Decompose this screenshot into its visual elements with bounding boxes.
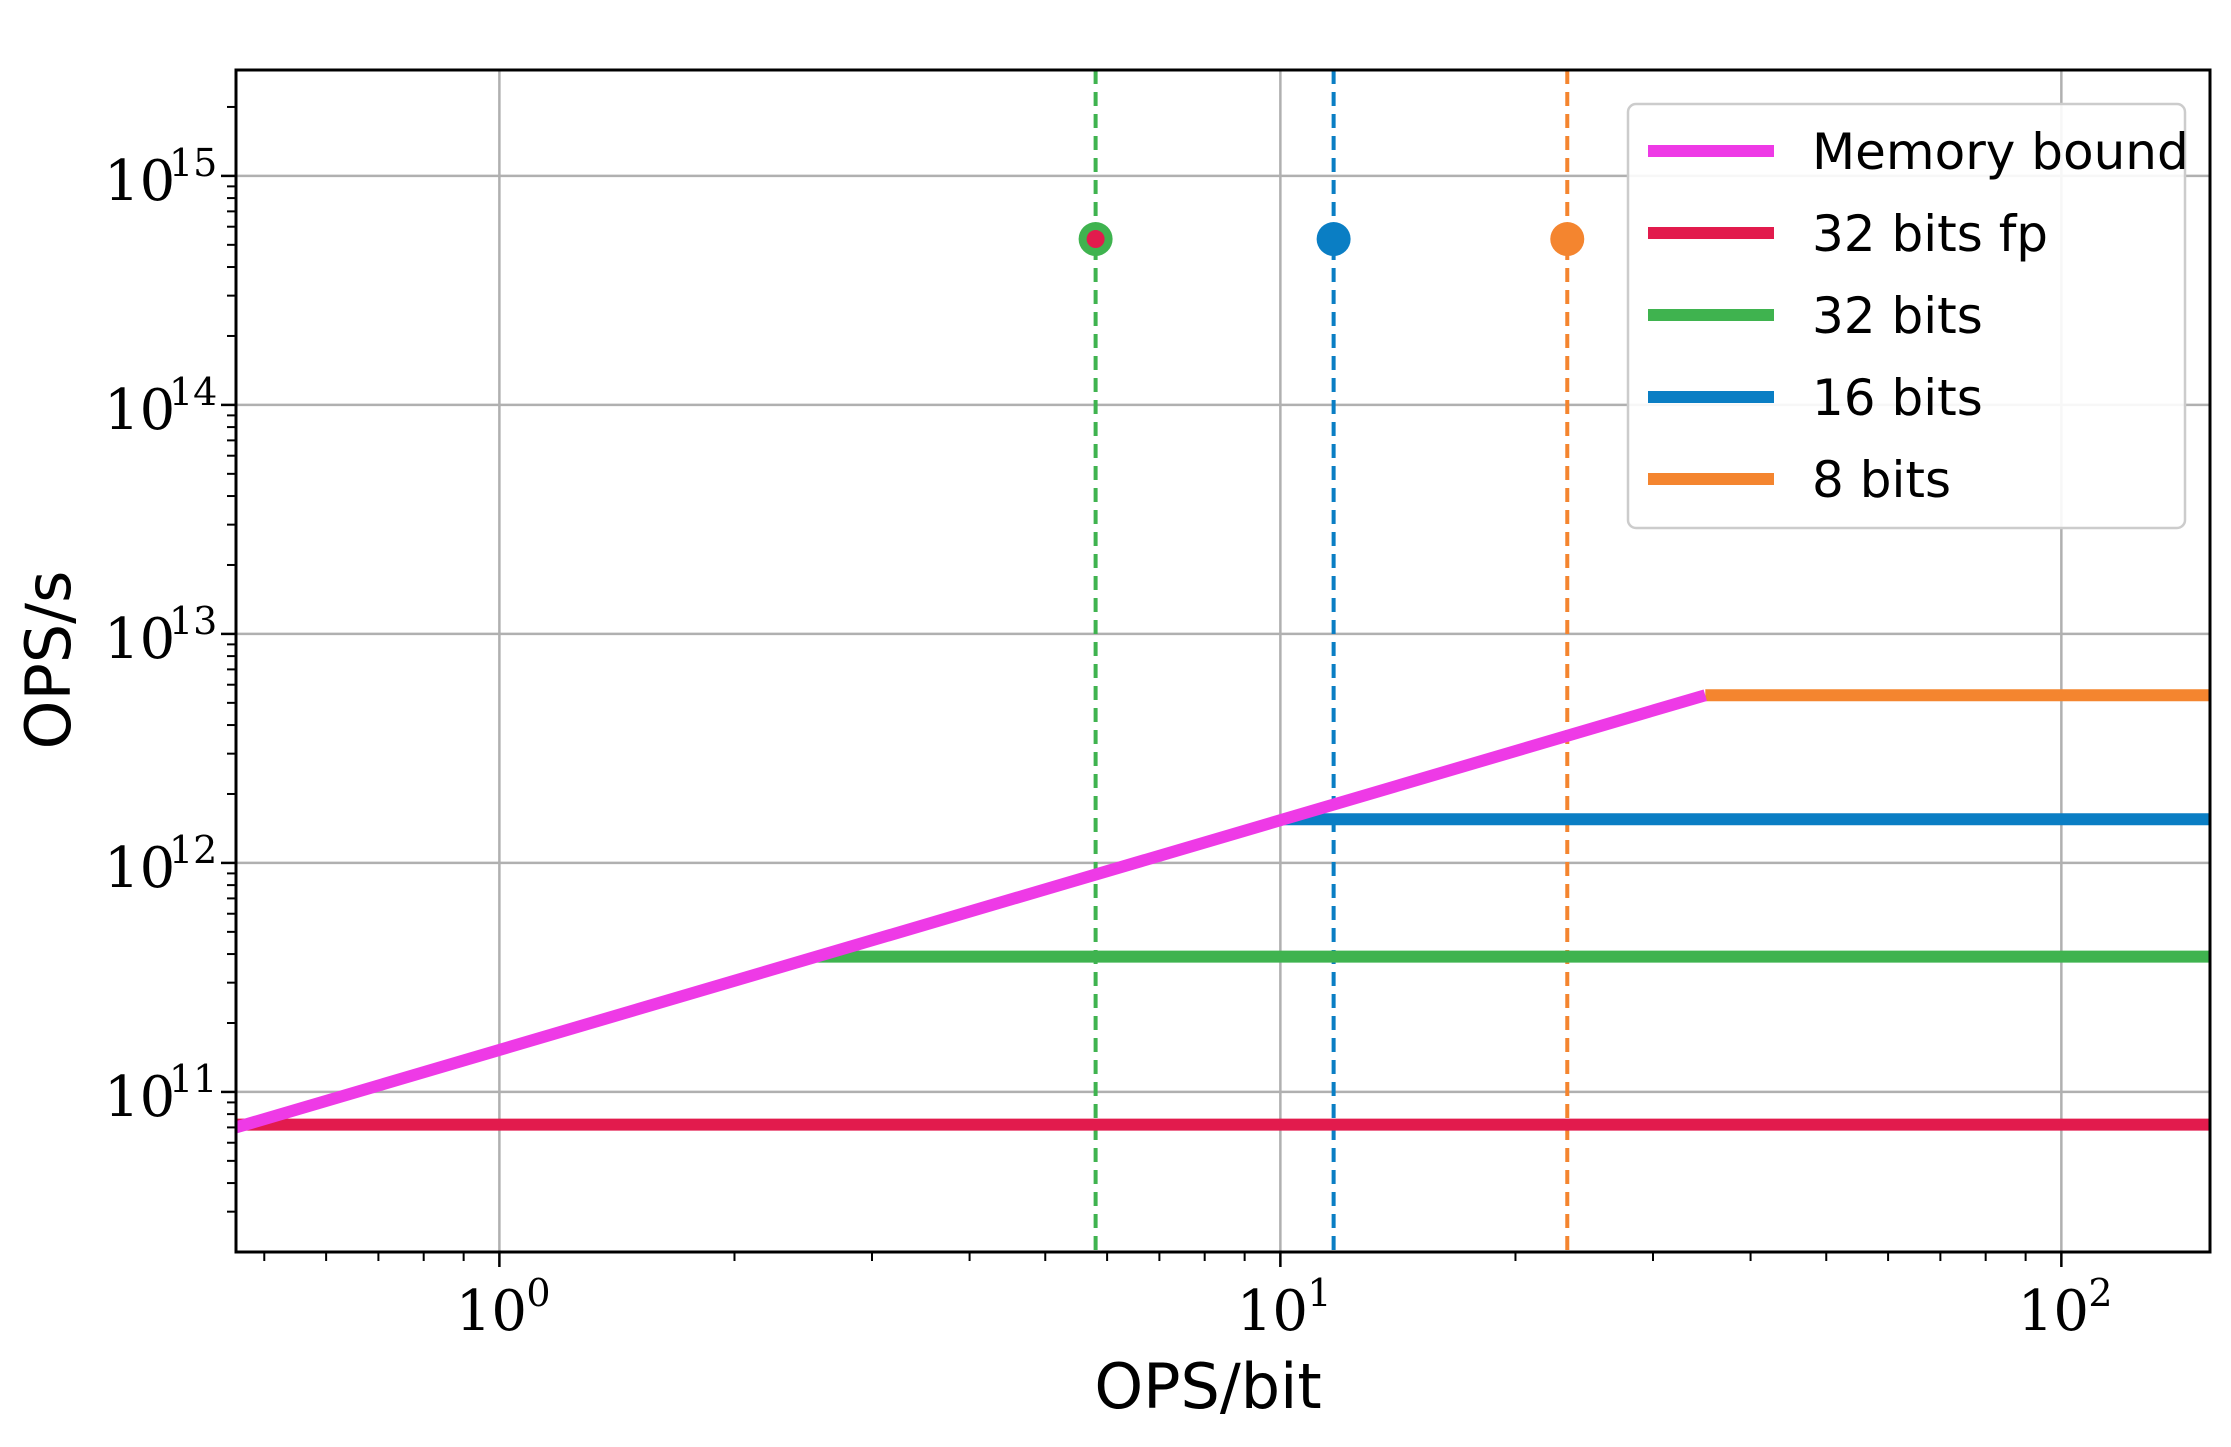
y-tick-label: 10 xyxy=(104,836,175,901)
y-tick-label: 10 xyxy=(104,378,175,443)
data-points xyxy=(1078,222,1585,257)
x-tick-exponent: 1 xyxy=(1307,1271,1331,1315)
legend-label: 16 bits xyxy=(1812,369,1983,427)
series-line xyxy=(234,689,1707,1134)
y-tick-exponent: 15 xyxy=(169,141,217,185)
data-point xyxy=(1316,222,1351,257)
series-lines xyxy=(234,689,2210,1134)
y-tick-exponent: 14 xyxy=(169,370,217,414)
y-tick-exponent: 13 xyxy=(169,599,217,643)
x-axis-ticks: 10 0 10 1 10 2 xyxy=(456,1252,2113,1344)
legend: Memory bound 32 bits fp 32 bits 16 bits 8 bi… xyxy=(1626,102,2189,530)
plot-frame xyxy=(234,68,2212,1254)
legend-box xyxy=(1626,102,2187,530)
x-tick-label: 10 xyxy=(456,1279,527,1344)
x-tick-label: 10 xyxy=(1237,1279,1308,1344)
legend-label: 8 bits xyxy=(1812,451,1951,509)
y-axis-label: OPS/s xyxy=(12,571,85,750)
y-tick-exponent: 11 xyxy=(169,1057,217,1101)
data-point xyxy=(1550,222,1585,257)
y-tick-exponent: 12 xyxy=(169,828,217,872)
y-tick-label: 10 xyxy=(104,1065,175,1130)
x-axis-label: OPS/bit xyxy=(1094,1350,1321,1423)
legend-label: Memory bound xyxy=(1812,123,2189,181)
data-point xyxy=(1086,230,1105,249)
y-tick-label: 10 xyxy=(104,607,175,672)
x-tick-exponent: 2 xyxy=(2088,1271,2112,1315)
y-tick-label: 10 xyxy=(104,149,175,214)
legend-label: 32 bits fp xyxy=(1812,205,2048,263)
legend-label: 32 bits xyxy=(1812,287,1983,345)
x-tick-label: 10 xyxy=(2018,1279,2089,1344)
x-tick-exponent: 0 xyxy=(526,1271,550,1315)
